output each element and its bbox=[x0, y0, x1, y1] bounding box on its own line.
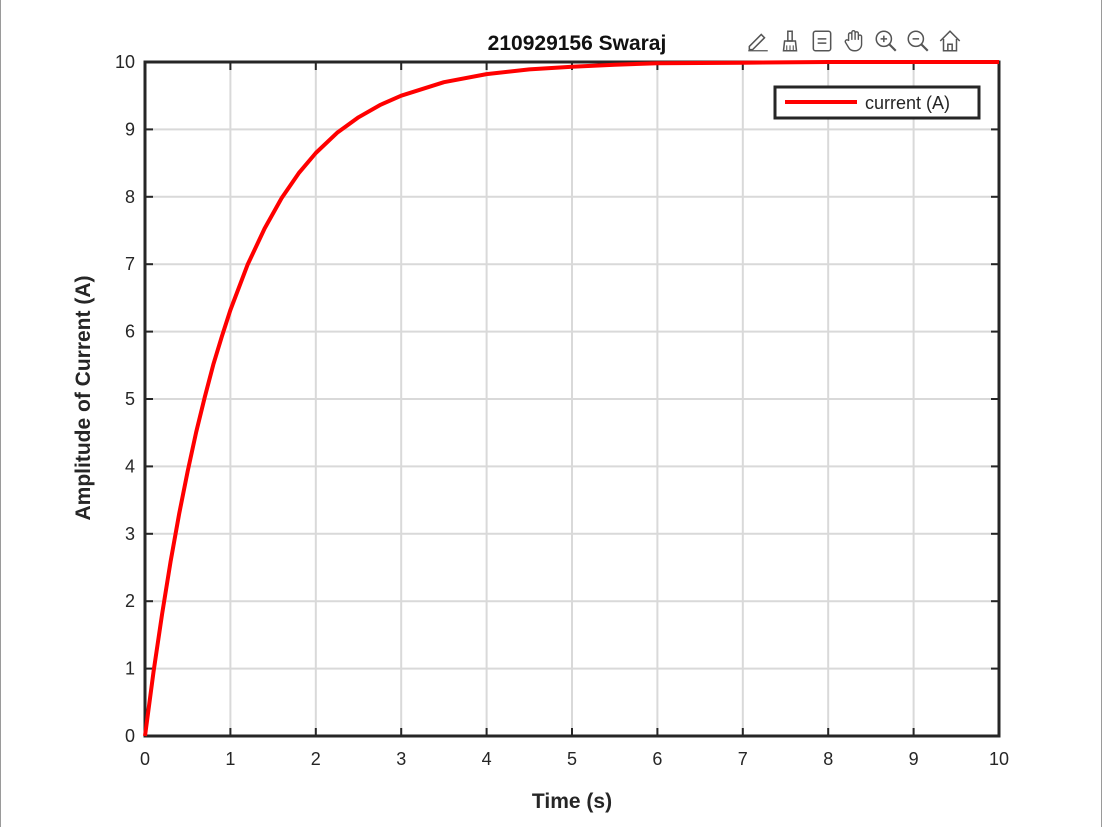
legend: current (A) bbox=[773, 85, 981, 120]
y-tick-label: 0 bbox=[125, 726, 135, 746]
zoom-in-button[interactable] bbox=[870, 25, 902, 57]
x-tick-label: 4 bbox=[482, 749, 492, 769]
y-tick-label: 4 bbox=[125, 456, 135, 476]
zoom-out-button[interactable] bbox=[902, 25, 934, 57]
x-tick-label: 8 bbox=[823, 749, 833, 769]
y-tick-label: 10 bbox=[115, 52, 135, 72]
y-tick-label: 7 bbox=[125, 254, 135, 274]
x-tick-label: 1 bbox=[225, 749, 235, 769]
pan-button[interactable] bbox=[838, 25, 870, 57]
x-tick-label: 9 bbox=[909, 749, 919, 769]
legend-icon bbox=[812, 30, 832, 52]
axes-box bbox=[143, 60, 1001, 738]
x-tick-label: 3 bbox=[396, 749, 406, 769]
pan-icon bbox=[844, 30, 863, 52]
left-border bbox=[0, 0, 1, 827]
y-tick-label: 8 bbox=[125, 187, 135, 207]
x-tick-label: 7 bbox=[738, 749, 748, 769]
home-icon bbox=[939, 30, 961, 52]
x-tick-label: 6 bbox=[652, 749, 662, 769]
y-tick-label: 9 bbox=[125, 119, 135, 139]
edit-button[interactable] bbox=[742, 25, 774, 57]
brush-button[interactable] bbox=[774, 25, 806, 57]
x-tick-label: 10 bbox=[989, 749, 1009, 769]
edit-icon bbox=[748, 33, 768, 52]
chart-title: 210929156 Swaraj bbox=[488, 32, 667, 55]
axes-toolbar bbox=[742, 24, 966, 58]
y-tick-label: 1 bbox=[125, 659, 135, 679]
grid bbox=[144, 61, 1000, 737]
brush-icon bbox=[782, 30, 798, 52]
series-line-current bbox=[143, 60, 999, 737]
tick-labels: 0 1 2 3 4 5 6 7 8 9 10 0 1 2 3 4 5 6 7 8 9 10 bbox=[115, 52, 1009, 769]
y-tick-label: 3 bbox=[125, 524, 135, 544]
home-button[interactable] bbox=[934, 25, 966, 57]
legend-button[interactable] bbox=[806, 25, 838, 57]
zoom-out-icon bbox=[907, 30, 929, 52]
zoom-in-icon bbox=[875, 30, 897, 52]
y-tick-label: 5 bbox=[125, 389, 135, 409]
y-tick-label: 2 bbox=[125, 591, 135, 611]
x-tick-label: 2 bbox=[311, 749, 321, 769]
x-tick-label: 5 bbox=[567, 749, 577, 769]
series-layer bbox=[143, 60, 999, 737]
x-tick-label: 0 bbox=[140, 749, 150, 769]
y-axis-label: Amplitude of Current (A) bbox=[72, 276, 95, 521]
legend-label: current (A) bbox=[865, 93, 950, 113]
y-tick-label: 6 bbox=[125, 322, 135, 342]
x-axis-label: Time (s) bbox=[532, 790, 612, 813]
